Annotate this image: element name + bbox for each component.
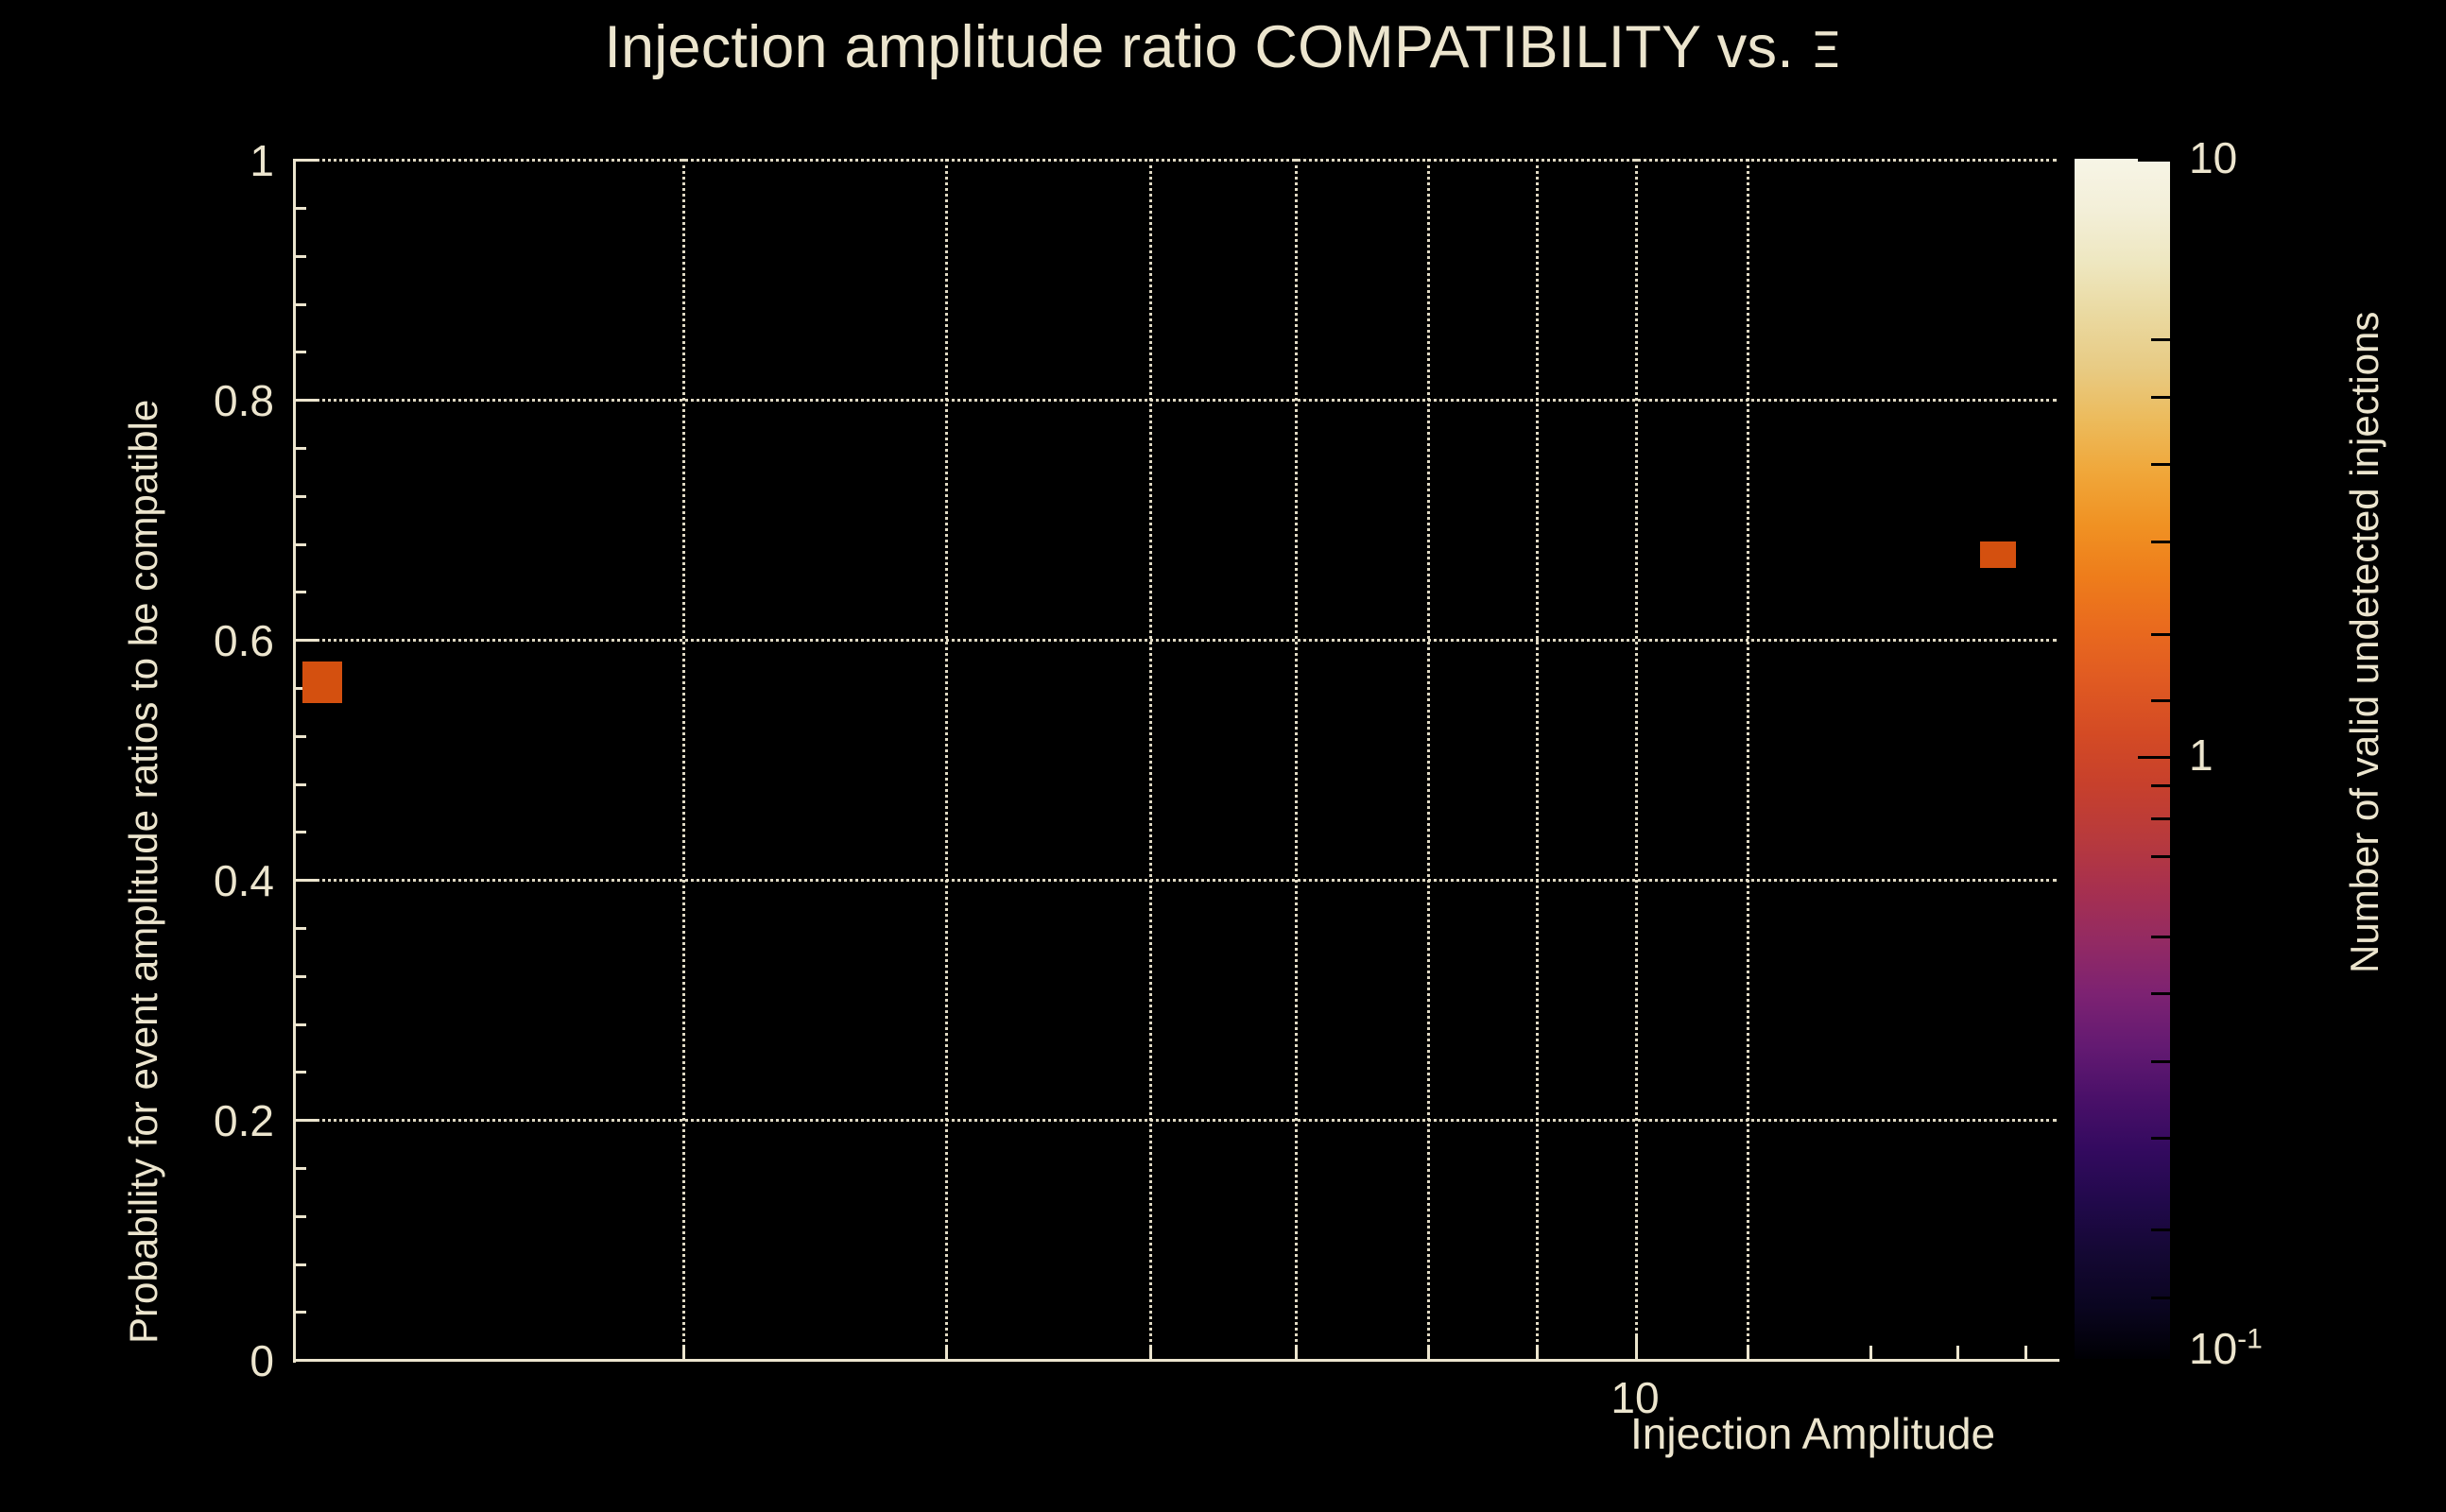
colorbar-tick-minor: [2151, 992, 2170, 995]
y-tick-minor: [293, 927, 306, 930]
gridline-h-y1: [293, 159, 2057, 162]
y-tick-label-08: 0.8: [214, 376, 274, 425]
gridline-v-x10: [1635, 159, 1638, 1360]
colorbar-label-bottom-exp: -1: [2237, 1323, 2263, 1355]
chart-title: Injection amplitude ratio COMPATIBILITY …: [0, 13, 2446, 81]
gridline-v-x9: [1536, 159, 1539, 1360]
y-axis-title: Probability for event amplitude ratios t…: [121, 399, 165, 1344]
x-tick-minor: [1427, 1346, 1430, 1359]
y-tick-minor: [293, 783, 306, 786]
y-tick-minor: [293, 303, 306, 306]
y-tick-minor: [293, 831, 306, 833]
x-axis-line: [293, 1359, 2059, 1362]
y-tick-minor: [293, 207, 306, 210]
plot-area: [293, 159, 2057, 1360]
colorbar-label-mid: 1: [2189, 730, 2213, 780]
xi-symbol: Ξ: [1810, 23, 1842, 79]
colorbar-label-top: 10: [2189, 133, 2238, 182]
gridline-h-y06: [293, 639, 2057, 642]
y-tick-minor: [293, 1071, 306, 1074]
colorbar-label-bottom-base: 10: [2189, 1324, 2238, 1373]
x-tick-minor: [682, 1346, 685, 1359]
y-tick-minor: [293, 975, 306, 978]
y-tick-minor: [293, 543, 306, 546]
x-tick-major-10: [1635, 1334, 1638, 1359]
colorbar-tick-minor: [2151, 699, 2170, 702]
y-tick-minor: [293, 591, 306, 593]
colorbar-title: Number of valid undetected injections: [2342, 311, 2386, 973]
y-tick-label-06: 0.6: [214, 616, 274, 665]
colorbar-tick-major-10: [2138, 159, 2170, 162]
gridline-v-x7: [1295, 159, 1298, 1360]
x-tick-minor: [1149, 1346, 1152, 1359]
colorbar-tick-minor: [2151, 541, 2170, 543]
colorbar-tick-minor: [2151, 1228, 2170, 1231]
colorbar: [2075, 159, 2170, 1359]
gridline-v-x6: [1149, 159, 1152, 1360]
gridline-v-x8: [1427, 159, 1430, 1360]
colorbar-tick-minor: [2151, 633, 2170, 636]
y-tick-label-04: 0.4: [214, 856, 274, 905]
y-tick-label-02: 0.2: [214, 1096, 274, 1145]
x-tick-minor: [945, 1346, 948, 1359]
gridline-v-x20: [1747, 159, 1749, 1360]
colorbar-tick-minor: [2151, 338, 2170, 341]
colorbar-tick-minor: [2151, 936, 2170, 938]
colorbar-tick-minor: [2151, 1137, 2170, 1140]
colorbar-tick-minor: [2151, 855, 2170, 858]
colorbar-tick-minor: [2151, 1060, 2170, 1063]
colorbar-label-bottom: 10-1: [2189, 1323, 2263, 1374]
gridline-h-y02: [293, 1119, 2057, 1122]
y-tick-major-1: [293, 159, 318, 162]
y-tick-minor: [293, 1167, 306, 1170]
y-tick-major-04: [293, 879, 318, 882]
y-tick-minor: [293, 1263, 306, 1266]
x-tick-minor: [1295, 1346, 1298, 1359]
x-tick-minor: [2024, 1346, 2027, 1359]
y-tick-minor: [293, 1311, 306, 1314]
y-tick-minor: [293, 255, 306, 258]
y-tick-minor: [293, 735, 306, 738]
gridline-v-x4: [682, 159, 685, 1360]
colorbar-tick-minor: [2151, 396, 2170, 399]
colorbar-tick-major-1: [2138, 756, 2170, 759]
heatmap-cell: [1980, 541, 2016, 568]
y-tick-minor: [293, 495, 306, 498]
y-tick-major-06: [293, 639, 318, 642]
y-axis-line: [293, 159, 296, 1363]
x-tick-minor: [1747, 1346, 1749, 1359]
y-tick-minor: [293, 687, 306, 690]
x-tick-minor: [1869, 1346, 1872, 1359]
gridline-h-y08: [293, 399, 2057, 402]
y-tick-label-0: 0: [250, 1336, 274, 1385]
y-tick-minor: [293, 351, 306, 353]
gridline-v-x5: [945, 159, 948, 1360]
gridline-h-y04: [293, 879, 2057, 882]
y-tick-label-1: 1: [250, 136, 274, 185]
y-tick-major-02: [293, 1119, 318, 1122]
y-tick-major-08: [293, 399, 318, 402]
x-tick-label-10: 10: [1611, 1373, 1660, 1422]
colorbar-tick-minor: [2151, 784, 2170, 787]
y-tick-minor: [293, 447, 306, 450]
colorbar-tick-minor: [2151, 463, 2170, 466]
colorbar-tick-minor: [2151, 817, 2170, 820]
y-tick-minor: [293, 1023, 306, 1026]
colorbar-tick-minor: [2151, 1297, 2170, 1299]
x-tick-minor: [1536, 1346, 1539, 1359]
y-tick-minor: [293, 1215, 306, 1218]
x-axis-title: Injection Amplitude: [1630, 1409, 1996, 1458]
x-tick-minor: [1956, 1346, 1959, 1359]
y-tick-major-0: [293, 1359, 318, 1362]
chart-title-text: Injection amplitude ratio COMPATIBILITY …: [604, 14, 1811, 80]
heatmap-cell: [302, 662, 342, 703]
